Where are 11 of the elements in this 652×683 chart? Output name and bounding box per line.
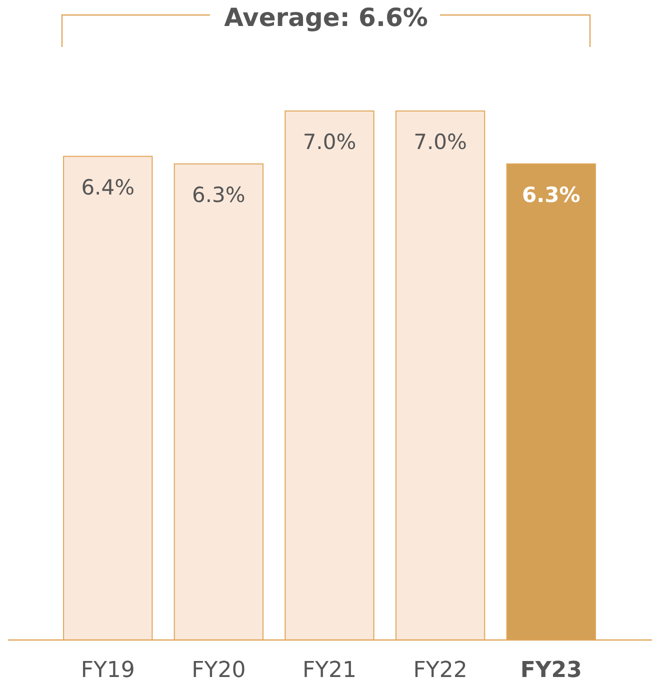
- data-label: 6.3%: [522, 182, 580, 207]
- data-label: 6.3%: [192, 182, 246, 207]
- chart-title: Average: 6.6%: [224, 3, 428, 32]
- data-label: 7.0%: [302, 130, 356, 154]
- data-label: 6.4%: [81, 175, 135, 200]
- x-tick-label: FY23: [520, 658, 582, 683]
- data-label: 7.0%: [414, 130, 467, 154]
- x-tick-label: FY22: [413, 658, 468, 683]
- x-tick-label: FY19: [80, 658, 135, 683]
- x-tick-label: FY20: [192, 658, 246, 683]
- x-tick-label: FY21: [302, 658, 357, 683]
